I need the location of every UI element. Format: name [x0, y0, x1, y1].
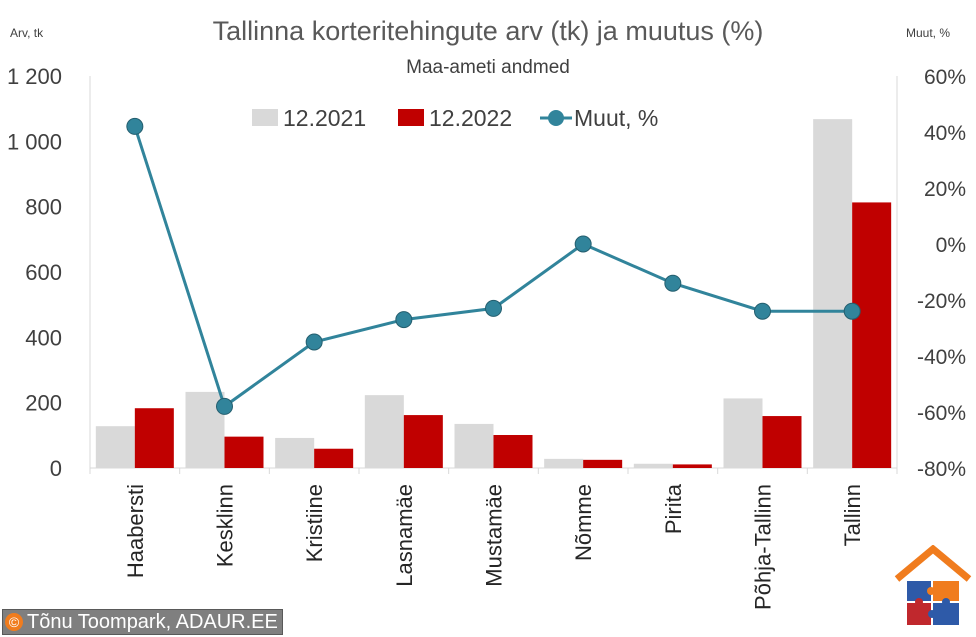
bar-2021	[454, 423, 494, 468]
change-point	[574, 235, 592, 253]
y2-tick-label: -60%	[917, 402, 966, 425]
bar-2021	[95, 426, 135, 468]
legend-marker-change	[548, 110, 564, 126]
legend-label-2022: 12.2022	[429, 105, 512, 131]
bar-2022	[852, 202, 892, 469]
y2-tick-label: 60%	[924, 66, 966, 89]
house-puzzle-logo-icon	[894, 545, 972, 625]
y2-tick-label: 40%	[924, 122, 966, 145]
legend-swatch-2022	[398, 109, 424, 126]
change-point	[126, 117, 144, 135]
bar-2022	[672, 464, 712, 468]
y-tick-label: 0	[50, 456, 62, 481]
bars	[95, 119, 892, 469]
bar-2021	[364, 395, 404, 468]
bar-2021	[275, 437, 315, 468]
change-point	[485, 299, 502, 317]
y-axis-unit-label: Arv, tk	[10, 26, 44, 40]
x-tick-label: Haabersti	[123, 484, 148, 578]
change-point	[305, 333, 323, 351]
x-tick-label: Kristiine	[302, 484, 327, 562]
bar-2021	[813, 119, 853, 469]
credit-badge: © Tõnu Toompark, ADAUR.EE	[2, 609, 283, 635]
x-tick-label: Pirita	[661, 483, 686, 534]
change-point	[843, 302, 861, 320]
y-tick-label: 1 000	[7, 129, 62, 154]
x-tick-label: Tallinn	[840, 484, 865, 546]
tick-labels: 0 200 400 600 800 1 000 1 200 -80% -60% -40% -20% 0…	[7, 64, 966, 610]
y-tick-label: 800	[25, 195, 62, 220]
change-point	[395, 311, 413, 329]
change-line	[133, 125, 853, 409]
x-tick-label: Kesklinn	[213, 484, 238, 567]
x-tick-label: Nõmme	[571, 484, 596, 561]
chart-subtitle: Maa-ameti andmed	[406, 57, 570, 78]
bar-2022	[762, 416, 802, 468]
x-tick-label: Põhja-Tallinn	[751, 484, 776, 610]
y2-tick-label: -40%	[917, 346, 966, 369]
y2-tick-label: -80%	[917, 458, 966, 481]
bar-2021	[544, 458, 584, 468]
legend-label-change: Muut, %	[574, 105, 658, 131]
bar-2022	[583, 459, 623, 468]
bar-2021	[723, 398, 763, 468]
credit-text: Tõnu Toompark, ADAUR.EE	[27, 611, 278, 633]
x-tick-label: Lasnamäe	[392, 484, 417, 587]
change-point	[754, 302, 771, 320]
bar-2022	[403, 415, 443, 468]
bar-2022	[134, 408, 174, 468]
y-tick-label: 200	[25, 391, 62, 416]
y-tick-label: 400	[25, 325, 62, 350]
y-tick-label: 1 200	[7, 64, 62, 89]
y-tick-label: 600	[25, 260, 62, 285]
bar-2021	[633, 463, 673, 468]
legend: 12.2021 12.2022 Muut, %	[252, 105, 658, 131]
legend-swatch-2021	[252, 109, 278, 126]
bar-2022	[224, 436, 264, 468]
bar-2022	[493, 435, 533, 468]
y2-axis-unit-label: Muut, %	[906, 26, 950, 40]
x-tick-label: Mustamäe	[482, 484, 507, 587]
change-point	[664, 274, 682, 292]
bar-2022	[314, 448, 354, 468]
y2-tick-label: -20%	[917, 290, 966, 313]
legend-label-2021: 12.2021	[283, 105, 366, 131]
copyright-icon: ©	[5, 613, 23, 631]
line-series	[126, 117, 861, 415]
y2-tick-label: 0%	[936, 234, 966, 257]
y2-tick-label: 20%	[924, 178, 966, 201]
change-point	[216, 397, 233, 415]
chart-title: Tallinna korteritehingute arv (tk) ja mu…	[213, 16, 764, 46]
